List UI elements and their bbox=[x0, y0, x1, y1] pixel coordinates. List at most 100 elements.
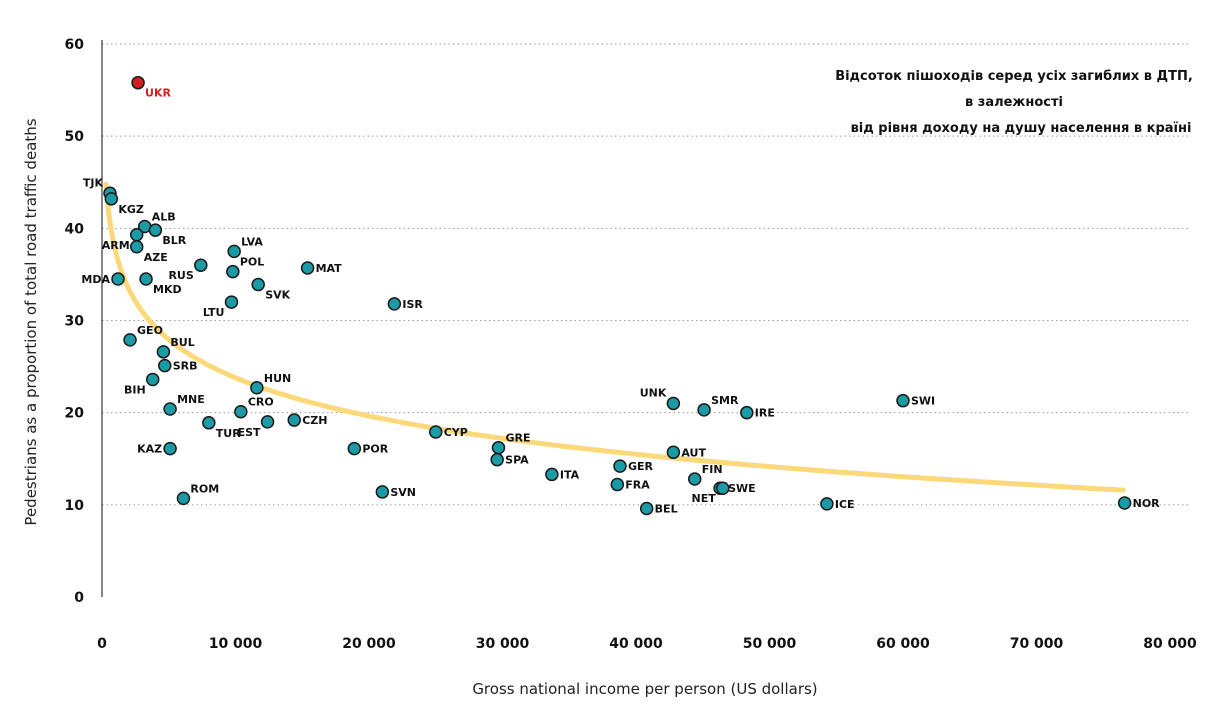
data-point-est bbox=[260, 415, 275, 429]
point-label-swe: SWE bbox=[728, 482, 756, 495]
point-label-hun: HUN bbox=[264, 372, 291, 385]
data-point-ger bbox=[613, 459, 627, 473]
point-label-rus: RUS bbox=[168, 269, 193, 282]
y-tick-label: 20 bbox=[65, 406, 85, 422]
x-tick-label: 30 000 bbox=[476, 636, 530, 652]
chart-title-line-2: в залежності bbox=[965, 95, 1063, 110]
data-point-aut bbox=[666, 445, 681, 460]
data-point-czh bbox=[287, 413, 301, 427]
point-label-ltu: LTU bbox=[203, 306, 225, 319]
y-tick-label: 10 bbox=[65, 498, 85, 514]
point-label-bel: BEL bbox=[655, 503, 678, 516]
data-point-rus bbox=[194, 258, 208, 272]
data-point-tur bbox=[202, 416, 216, 430]
data-point-spa bbox=[490, 452, 504, 467]
data-point-ire bbox=[740, 405, 754, 420]
y-tick-label: 50 bbox=[65, 129, 85, 145]
point-label-isr: ISR bbox=[402, 298, 423, 311]
data-point-arm bbox=[129, 228, 144, 242]
y-tick-label: 40 bbox=[65, 221, 85, 237]
y-tick-label: 30 bbox=[65, 314, 85, 330]
x-tick-label: 80 000 bbox=[1143, 636, 1197, 652]
point-label-svk: SVK bbox=[265, 289, 290, 302]
point-label-arm: ARM bbox=[102, 239, 130, 252]
y-tick-labels: 0 10 20 30 40 50 60 bbox=[65, 37, 85, 606]
point-label-pol: POL bbox=[240, 256, 264, 269]
x-tick-label: 50 000 bbox=[743, 636, 797, 652]
point-label-bih: BIH bbox=[124, 383, 146, 396]
point-label-net: NET bbox=[692, 492, 717, 505]
data-point-cro bbox=[234, 404, 248, 419]
point-label-tur: TUR bbox=[216, 427, 241, 440]
data-points bbox=[103, 75, 1132, 516]
data-point-geo bbox=[123, 333, 137, 347]
data-point-ita bbox=[545, 467, 559, 482]
data-point-ltu bbox=[224, 295, 239, 309]
x-tick-label: 40 000 bbox=[609, 636, 663, 652]
point-label-lva: LVA bbox=[241, 235, 263, 248]
point-label-unk: UNK bbox=[640, 386, 667, 399]
point-label-gre: GRE bbox=[505, 432, 530, 445]
data-point-cyp bbox=[429, 425, 443, 439]
data-point-por bbox=[347, 441, 362, 456]
point-label-rom: ROM bbox=[190, 482, 219, 495]
data-point-mkd bbox=[139, 272, 153, 286]
data-point-kaz bbox=[163, 441, 177, 456]
x-tick-label: 0 bbox=[97, 636, 107, 652]
point-labels: UKR TJK KGZ ALB BLR ARM AZE LVA RUS POL MAT MDA MKD S… bbox=[81, 87, 1160, 516]
point-label-ita: ITA bbox=[560, 468, 580, 481]
point-label-tjk: TJK bbox=[83, 176, 104, 189]
point-label-ire: IRE bbox=[755, 407, 775, 420]
point-label-smr: SMR bbox=[711, 394, 739, 407]
trend-line bbox=[103, 181, 1126, 493]
data-point-ukr bbox=[131, 75, 145, 90]
chart-title-line-3: від рівня доходу на душу населення в кра… bbox=[851, 121, 1192, 136]
data-point-srb bbox=[157, 358, 172, 373]
x-tick-label: 20 000 bbox=[342, 636, 396, 652]
data-point-fin bbox=[687, 472, 702, 486]
point-label-mne: MNE bbox=[177, 393, 205, 406]
point-label-blr: BLR bbox=[162, 234, 186, 247]
x-tick-label: 60 000 bbox=[876, 636, 930, 652]
point-label-fra: FRA bbox=[625, 479, 650, 492]
x-axis-title: Gross national income per person (US dol… bbox=[472, 680, 817, 698]
data-point-smr bbox=[697, 403, 711, 417]
point-label-ice: ICE bbox=[835, 498, 855, 511]
point-label-kgz: KGZ bbox=[118, 203, 144, 216]
point-label-ger: GER bbox=[628, 460, 654, 473]
data-point-aze bbox=[129, 240, 144, 254]
point-label-spa: SPA bbox=[505, 454, 529, 467]
point-label-alb: ALB bbox=[152, 210, 176, 223]
chart-title-line-1: Відсоток пішоходів серед усіх загиблих в… bbox=[835, 69, 1193, 84]
point-label-czh: CZH bbox=[302, 414, 327, 427]
data-point-svn bbox=[375, 485, 390, 499]
data-point-bel bbox=[639, 501, 654, 516]
data-point-mne bbox=[163, 402, 177, 416]
point-label-geo: GEO bbox=[137, 324, 163, 337]
point-label-srb: SRB bbox=[173, 360, 198, 373]
point-label-nor: NOR bbox=[1133, 497, 1161, 510]
point-label-swi: SWI bbox=[911, 395, 935, 408]
x-tick-label: 70 000 bbox=[1010, 636, 1064, 652]
point-label-cro: CRO bbox=[248, 396, 274, 409]
data-point-hun bbox=[250, 381, 264, 395]
data-point-fra bbox=[610, 477, 625, 492]
data-point-rom bbox=[176, 491, 191, 506]
y-axis-title: Pedestrians as a proportion of total roa… bbox=[22, 118, 40, 525]
point-label-ukr: UKR bbox=[145, 87, 171, 100]
point-label-aze: AZE bbox=[144, 251, 168, 264]
point-label-bul: BUL bbox=[170, 336, 194, 349]
y-tick-label: 60 bbox=[65, 37, 85, 53]
point-label-fin: FIN bbox=[702, 463, 723, 476]
point-label-mkd: MKD bbox=[153, 283, 182, 296]
data-point-lva bbox=[227, 244, 241, 259]
data-point-swi bbox=[896, 393, 910, 408]
point-label-svn: SVN bbox=[390, 486, 416, 499]
x-tick-label: 10 000 bbox=[209, 636, 263, 652]
data-point-mda bbox=[111, 272, 125, 286]
data-point-net bbox=[716, 481, 730, 495]
data-point-pol bbox=[226, 264, 240, 279]
data-point-bih bbox=[145, 372, 160, 387]
point-label-por: POR bbox=[362, 443, 388, 456]
